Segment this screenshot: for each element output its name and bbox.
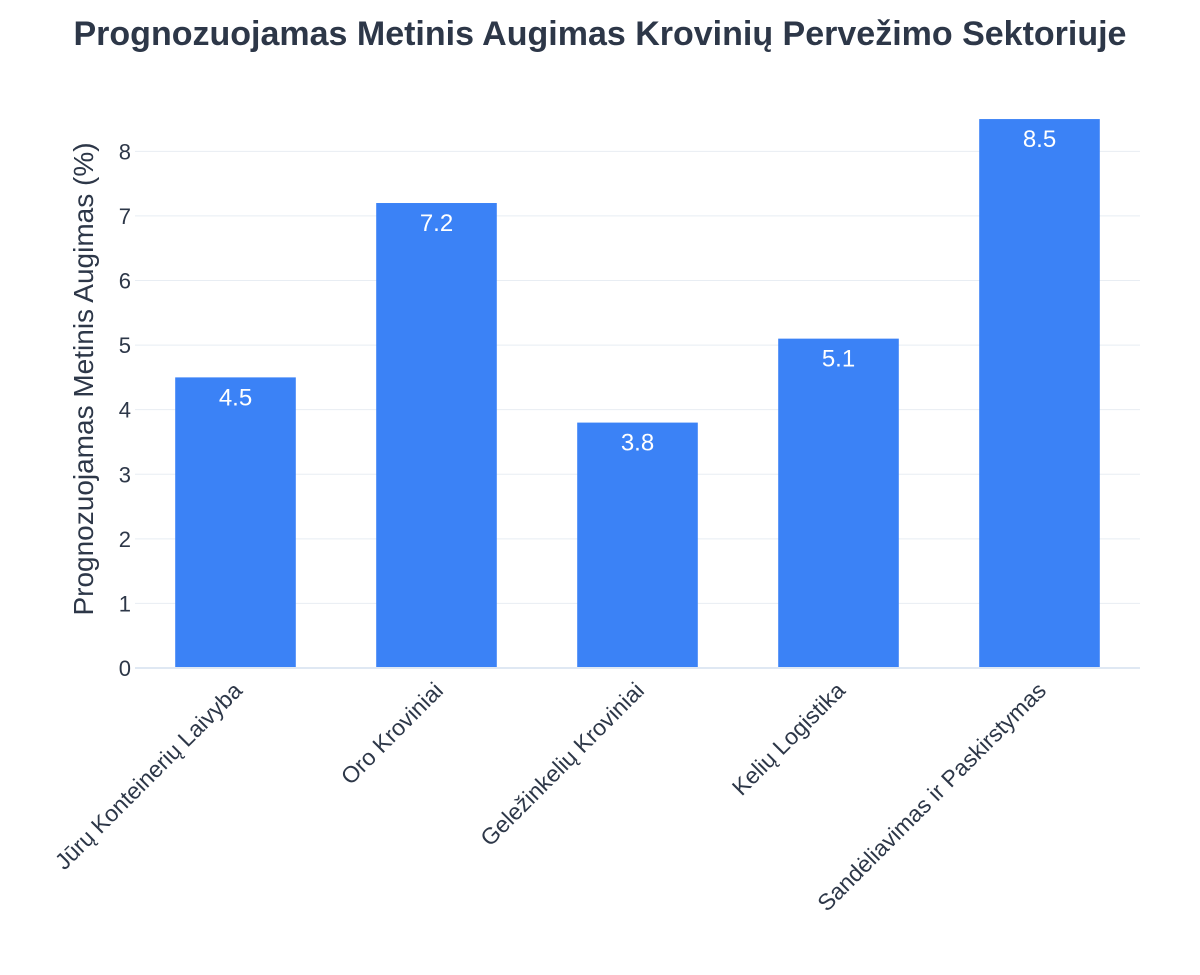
- y-tick-label: 5: [119, 333, 131, 358]
- y-axis-title: Prognozuojamas Metinis Augimas (%): [68, 142, 99, 615]
- y-tick-label: 0: [119, 656, 131, 681]
- y-tick-label: 1: [119, 591, 131, 616]
- y-tick-label: 2: [119, 527, 131, 552]
- x-category-label: Geležinkelių Kroviniai: [475, 677, 649, 851]
- x-axis-categories: Jūrų Konteinerių Laivyba Oro Kroviniai Gel…: [50, 677, 1051, 916]
- y-tick-label: 7: [119, 204, 131, 229]
- bar-data-label: 4.5: [219, 384, 252, 411]
- bar: [577, 422, 698, 668]
- bar: [778, 338, 899, 668]
- bar-data-label: 5.1: [822, 346, 855, 373]
- y-axis-ticks: 0 1 2 3 4 5 6 7 8: [119, 139, 131, 681]
- x-category-label: Jūrų Konteinerių Laivyba: [50, 677, 248, 875]
- bar-data-label: 7.2: [420, 210, 453, 237]
- y-tick-label: 4: [119, 398, 131, 423]
- x-category-label: Sandėliavimas ir Paskirstymas: [812, 677, 1051, 916]
- bar: [979, 119, 1100, 668]
- x-category-label: Kelių Logistika: [727, 677, 850, 800]
- bars: 4.5 7.2 3.8 5.1 8.5: [175, 119, 1100, 668]
- y-tick-label: 6: [119, 269, 131, 294]
- bar: [175, 377, 296, 668]
- y-tick-label: 3: [119, 462, 131, 487]
- chart-title: Prognozuojamas Metinis Augimas Krovinių …: [74, 15, 1127, 53]
- bar-data-label: 3.8: [621, 430, 654, 457]
- y-tick-label: 8: [119, 139, 131, 164]
- x-category-label: Oro Kroviniai: [336, 677, 448, 789]
- bar: [376, 203, 497, 668]
- bar-data-label: 8.5: [1023, 126, 1056, 153]
